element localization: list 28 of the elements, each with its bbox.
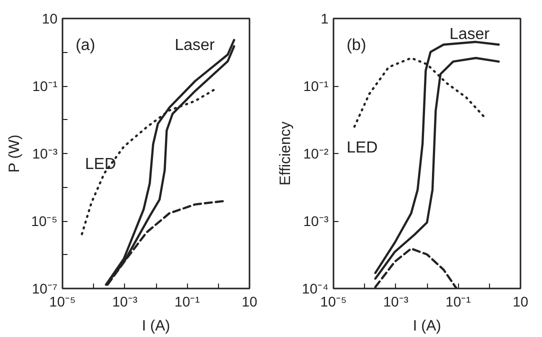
annotation: LED: [84, 156, 116, 173]
x-tick-label: 10⁻¹: [446, 294, 472, 310]
x-axis-title: I (A): [412, 318, 442, 334]
x-tick-label: 10: [512, 294, 528, 310]
y-tick-label: 10⁻³: [32, 146, 58, 162]
y-tick-label: 10: [42, 10, 58, 26]
y-tick-label: 10⁻²: [303, 146, 329, 162]
x-tick-label: 10⁻¹: [174, 294, 200, 310]
y-tick-label: 10⁻³: [303, 213, 329, 229]
x-tick-label: 10: [242, 294, 258, 310]
x-tick-label: 10⁻⁵: [320, 294, 347, 310]
y-tick-label: 10⁻¹: [32, 78, 58, 94]
annotation: (b): [346, 37, 366, 54]
annotation: Laser: [174, 37, 216, 54]
annotation: (a): [76, 37, 96, 54]
x-tick-label: 10⁻⁵: [49, 294, 76, 310]
annotation: Laser: [449, 26, 490, 44]
x-tick-label: 10⁻³: [383, 294, 409, 310]
x-axis-title: I (A): [142, 318, 170, 334]
y-tick-label: 10⁻¹: [303, 78, 329, 94]
y-axis-title: P (W): [6, 134, 24, 173]
x-tick-label: 10⁻³: [112, 294, 138, 310]
y-axis-title: Efficiency: [276, 121, 294, 186]
y-tick-label: 10⁻⁴: [302, 280, 329, 296]
annotation: LED: [346, 140, 378, 157]
y-tick-label: 10⁻⁷: [32, 280, 58, 296]
y-tick-label: 10⁻⁵: [31, 213, 58, 229]
y-tick-label: 1: [320, 10, 329, 26]
